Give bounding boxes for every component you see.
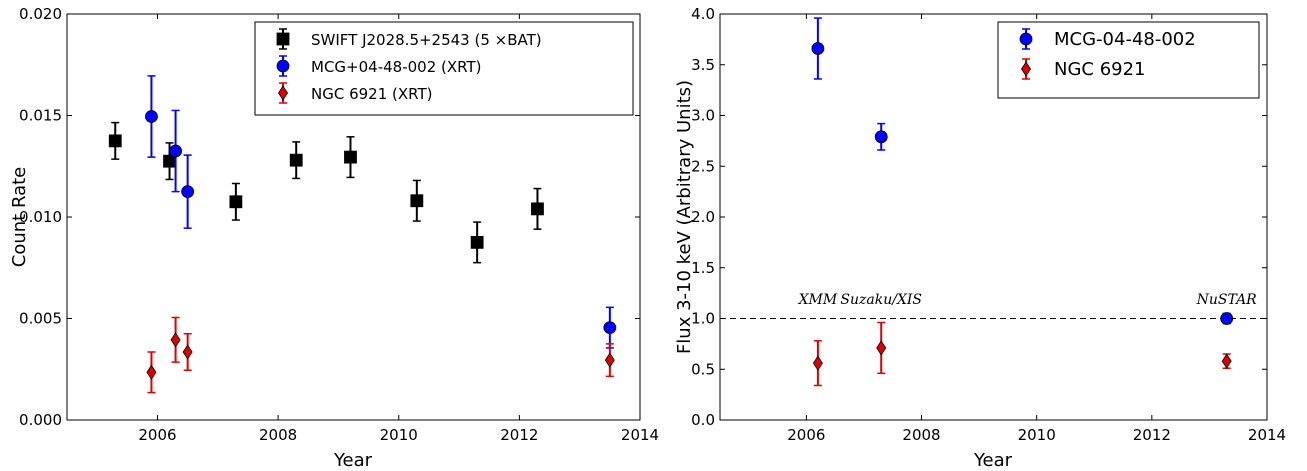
legend-label: MCG+04-48-002 (XRT) <box>311 58 481 76</box>
legend-label: MCG-04-48-002 <box>1054 29 1196 50</box>
y-tick-label: 0.5 <box>691 360 715 378</box>
data-point <box>603 321 617 335</box>
left-legend: SWIFT J2028.5+2543 (5 ×BAT) MCG+04-48-002… <box>254 21 634 116</box>
y-tick-label: 0.015 <box>19 107 62 125</box>
y-tick-label: 0.005 <box>19 310 62 328</box>
legend-entry: SWIFT J2028.5+2543 (5 ×BAT) <box>276 28 542 50</box>
y-tick-label: 0.0 <box>691 411 715 429</box>
left-data-points <box>108 75 617 394</box>
legend-marker <box>276 32 290 46</box>
right-annotations: XMM Suzaku/XIS NuSTAR <box>798 292 1258 308</box>
data-point <box>1221 353 1232 369</box>
data-point <box>874 130 888 144</box>
y-tick-label: 0.010 <box>19 208 62 226</box>
legend-marker <box>1019 32 1033 46</box>
right-legend-frame <box>997 21 1260 99</box>
left-chart-count-rate: 2006 2008 2010 2012 2014 0.000 0.005 0.010 0.015… <box>9 5 659 471</box>
data-point <box>170 332 181 348</box>
data-point <box>229 195 243 209</box>
legend-marker <box>1021 61 1031 77</box>
left-legend-frame <box>254 21 634 116</box>
instrument-annotation: XMM <box>798 292 838 308</box>
y-tick-label: 3.0 <box>691 107 715 125</box>
right-y-axis-label: Flux 3-10 keV (Arbitrary Units) <box>674 80 695 354</box>
right-x-axis-label: Year <box>973 450 1013 471</box>
legend-label: SWIFT J2028.5+2543 (5 ×BAT) <box>311 31 542 49</box>
legend-marker <box>278 85 288 101</box>
x-tick-label: 2014 <box>1248 426 1286 444</box>
data-point <box>182 344 193 360</box>
x-tick-label: 2008 <box>902 426 940 444</box>
y-tick-label: 2.5 <box>691 157 715 175</box>
legend-entry: NGC 6921 <box>1021 58 1146 80</box>
data-point <box>531 202 544 216</box>
data-point <box>181 185 195 199</box>
left-axis-ticks: 2006 2008 2010 2012 2014 0.000 0.005 0.010 0.015… <box>19 5 659 444</box>
data-point <box>108 134 122 148</box>
data-point <box>289 153 303 167</box>
y-tick-label: 1.0 <box>691 310 715 328</box>
y-tick-label: 2.0 <box>691 208 715 226</box>
left-y-axis-label: Count Rate <box>9 167 30 267</box>
x-tick-label: 2008 <box>259 426 297 444</box>
data-point <box>470 235 484 249</box>
legend-entry: NGC 6921 (XRT) <box>278 82 433 104</box>
data-point <box>1220 312 1234 325</box>
data-point <box>344 150 357 164</box>
legend-entry: MCG+04-48-002 (XRT) <box>276 55 481 77</box>
y-tick-label: 1.5 <box>691 259 715 277</box>
data-point <box>876 340 887 356</box>
left-x-axis-label: Year <box>333 450 373 471</box>
data-point <box>169 144 182 158</box>
x-tick-label: 2010 <box>1018 426 1056 444</box>
x-tick-label: 2012 <box>1133 426 1171 444</box>
data-point <box>145 110 158 123</box>
x-tick-label: 2006 <box>787 426 825 444</box>
legend-label: NGC 6921 (XRT) <box>311 85 433 103</box>
data-point <box>410 194 424 208</box>
right-chart-flux: 2006 2008 2010 2012 2014 0.0 0.5 1.0 1.5 2.0 2.5 3.… <box>674 5 1286 471</box>
legend-entry: MCG-04-48-002 <box>1019 28 1196 50</box>
data-point <box>604 352 615 368</box>
y-tick-label: 4.0 <box>691 5 715 23</box>
data-point <box>811 42 825 55</box>
right-legend: MCG-04-48-002 NGC 6921 <box>997 21 1260 99</box>
legend-marker <box>276 59 290 73</box>
y-tick-label: 3.5 <box>691 56 715 74</box>
x-tick-label: 2012 <box>500 426 538 444</box>
x-tick-label: 2006 <box>138 426 176 444</box>
legend-label: NGC 6921 <box>1054 59 1146 80</box>
instrument-annotation: NuSTAR <box>1196 292 1258 308</box>
x-tick-label: 2010 <box>380 426 418 444</box>
y-tick-label: 0.020 <box>19 5 62 23</box>
x-tick-label: 2014 <box>621 426 659 444</box>
right-axis-ticks: 2006 2008 2010 2012 2014 0.0 0.5 1.0 1.5 2.0 2.5 3.… <box>691 5 1286 444</box>
data-point <box>146 364 157 380</box>
instrument-annotation: Suzaku/XIS <box>840 292 922 308</box>
data-point <box>812 355 823 371</box>
y-tick-label: 0.000 <box>19 411 62 429</box>
right-data-points <box>811 17 1234 387</box>
